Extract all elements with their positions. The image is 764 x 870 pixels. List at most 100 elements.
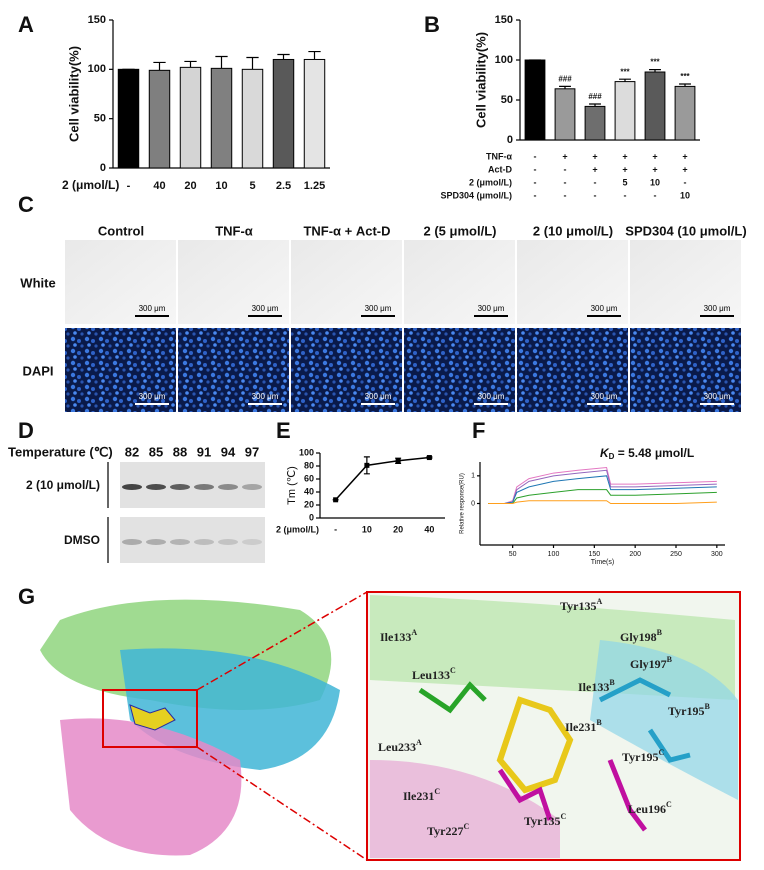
panel-letter: A [18, 12, 34, 37]
row-cell: - [564, 164, 567, 174]
row-cell: 5 [622, 177, 627, 187]
band [170, 484, 190, 490]
x-tick-label: 10 [362, 524, 372, 534]
band [170, 539, 190, 545]
y-tick-label: 150 [495, 14, 513, 26]
row-cell: 10 [680, 190, 690, 200]
bar [210, 67, 233, 169]
row-cell: - [684, 177, 687, 187]
micrograph [517, 328, 628, 412]
scale-bar-label: 300 μm [139, 392, 166, 401]
row-cell: - [654, 190, 657, 200]
micrograph [404, 328, 515, 412]
panel-letter: B [424, 12, 440, 37]
x-tick-label: 10 [215, 180, 227, 192]
error-bar [395, 457, 402, 464]
error-bar [215, 55, 228, 69]
y-tick-label: 0 [100, 162, 106, 174]
row-cell: + [682, 164, 687, 174]
x-tick-label: 20 [393, 524, 403, 534]
residue-label: Leu196C [628, 800, 672, 816]
residue-label: Leu233A [378, 738, 422, 754]
residue-name: Ile231 [403, 789, 434, 803]
residue-chain: B [667, 655, 673, 664]
error-bar [277, 53, 290, 60]
residue-label: Leu133C [412, 666, 456, 682]
row-cell: - [534, 177, 537, 187]
row-cell: - [594, 177, 597, 187]
row-cell: - [624, 190, 627, 200]
residue-chain: C [463, 822, 469, 831]
scale-bar-label: 300 μm [252, 304, 279, 313]
scale-bar-label: 300 μm [478, 304, 505, 313]
panel-letter: F [472, 418, 485, 443]
row-label: Act-D [488, 164, 512, 174]
x-tick-label: - [127, 180, 131, 192]
y-tick-label: 0 [309, 512, 314, 522]
bar [241, 68, 264, 169]
row-cell: + [562, 151, 567, 161]
row-label: 2 (μmol/L) [469, 177, 512, 187]
sensorgram-line [488, 466, 717, 504]
residue-chain: C [450, 666, 456, 675]
sensorgram-line [488, 500, 717, 504]
row-cell: + [592, 151, 597, 161]
residue-name: Ile133 [380, 630, 411, 644]
scale-bar-label: 300 μm [591, 392, 618, 401]
scale-bar-label: 300 μm [252, 392, 279, 401]
panel-letter: G [18, 584, 35, 609]
residue-chain: C [560, 812, 566, 821]
error-bar [426, 456, 433, 459]
residue-label: Ile231B [565, 718, 602, 734]
scale-bar-label: 300 μm [139, 304, 166, 313]
error-bar [153, 61, 166, 71]
significance-label: ### [588, 92, 602, 101]
bar [148, 69, 171, 169]
y-tick-label: 100 [495, 54, 513, 66]
residue-name: Tyr195 [622, 750, 658, 764]
scale-bar-label: 300 μm [365, 392, 392, 401]
x-axis-label: Time(s) [591, 559, 614, 566]
temperature: 82 [125, 444, 139, 459]
column-heading: Control [98, 223, 144, 238]
y-tick-label: 100 [88, 63, 106, 75]
error-bar [679, 83, 691, 87]
x-tick-label: 150 [588, 551, 600, 558]
error-bar [308, 50, 321, 60]
error-bar [184, 60, 197, 68]
residue-chain: C [666, 800, 672, 809]
error-bar [559, 85, 571, 89]
kd-symbol: K [600, 446, 610, 460]
micrograph [630, 328, 741, 412]
bar [272, 58, 295, 169]
row-cell: + [652, 164, 657, 174]
row-cell: + [622, 151, 627, 161]
column-heading: SPD304 (10 μmol/L) [625, 223, 746, 238]
row-cell: + [622, 164, 627, 174]
row-cell: 10 [650, 177, 660, 187]
bar [614, 81, 636, 141]
residue-name: Ile133 [578, 680, 609, 694]
bar [524, 59, 546, 141]
micrograph [65, 328, 176, 412]
error-bar [649, 69, 661, 72]
row-cell: - [534, 151, 537, 161]
temperature: 85 [149, 444, 163, 459]
bar [179, 66, 202, 169]
residue-name: Gly197 [630, 657, 667, 671]
error-bar [589, 103, 601, 107]
residue-name: Tyr135 [524, 814, 560, 828]
residue-name: Gly198 [620, 630, 657, 644]
kd-title: KD = 5.48 μmol/L [600, 446, 694, 461]
row-cell: - [564, 177, 567, 187]
y-tick-label: 150 [88, 14, 106, 26]
micrograph [404, 240, 515, 324]
x-tick-label: - [334, 524, 337, 534]
residue-chain: A [596, 597, 602, 606]
temperature: 94 [221, 444, 236, 459]
micrograph [65, 240, 176, 324]
residue-chain: B [657, 628, 663, 637]
band [194, 539, 214, 545]
kd-value: = 5.48 μmol/L [614, 446, 694, 460]
significance-label: ### [558, 75, 572, 84]
